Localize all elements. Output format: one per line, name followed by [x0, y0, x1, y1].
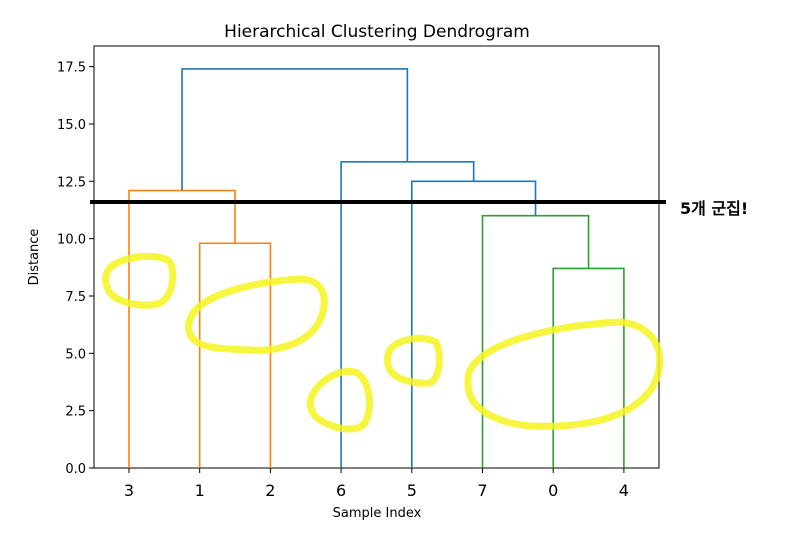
y-tick-label: 12.5 [57, 175, 86, 190]
leaf-label: 6 [336, 481, 346, 500]
dendrogram-link [128, 189, 236, 468]
highlight-circle-7-0-4 [464, 318, 664, 430]
plot-frame [93, 45, 660, 469]
cut-line-label: 5개 군집! [680, 199, 748, 218]
dendrogram-link [481, 214, 590, 468]
highlight-circle-6 [306, 367, 373, 433]
y-tick-label: 5.0 [65, 347, 86, 362]
y-tick-label: 0.0 [65, 462, 86, 477]
highlight-circle-3 [102, 252, 177, 309]
x-axis: 3 1 2 6 5 7 0 4 [124, 468, 629, 500]
y-tick-label: 10.0 [57, 233, 86, 248]
highlight-circle-5 [383, 334, 443, 387]
highlight-annotations [102, 252, 664, 433]
y-tick-label: 2.5 [65, 405, 86, 420]
dendrogram-links [128, 68, 625, 468]
highlight-circle-1-2 [185, 275, 328, 354]
y-tick-label: 15.0 [57, 118, 86, 133]
dendrogram-link [552, 267, 625, 468]
leaf-label: 3 [124, 481, 134, 500]
x-axis-label: Sample Index [333, 506, 422, 521]
y-axis: 0.0 2.5 5.0 7.5 10.0 12.5 15.0 17.5 [57, 61, 94, 477]
chart-title: Hierarchical Clustering Dendrogram [224, 22, 530, 42]
leaf-label: 5 [407, 481, 417, 500]
y-axis-label: Distance [27, 229, 42, 286]
dendrogram-link [181, 68, 409, 191]
y-tick-label: 17.5 [57, 61, 86, 76]
y-tick-label: 7.5 [65, 290, 86, 305]
leaf-label: 1 [195, 481, 205, 500]
leaf-label: 2 [265, 481, 275, 500]
dendrogram-link [198, 242, 272, 468]
leaf-label: 0 [548, 481, 558, 500]
leaf-label: 4 [619, 481, 629, 500]
leaf-label: 7 [477, 481, 487, 500]
